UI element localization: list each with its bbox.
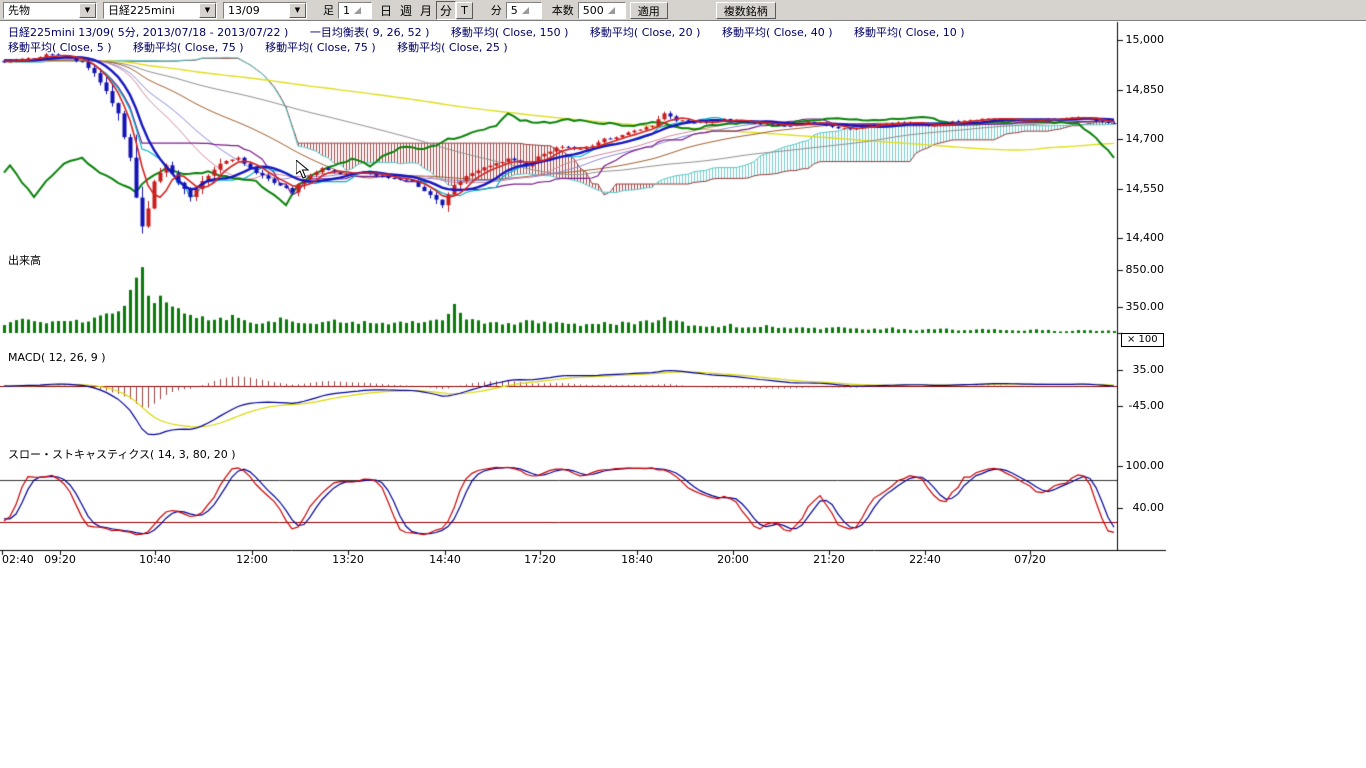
chevron-down-icon[interactable]: ▼ — [199, 2, 216, 18]
contract-month-value: 13/09 — [228, 3, 260, 17]
macd-section-label: MACD( 12, 26, 9 ) — [8, 351, 106, 364]
ashi-label: 足 — [323, 4, 334, 17]
period-month-button[interactable]: 月 — [416, 2, 436, 19]
instrument-type-select[interactable]: 先物 ▼ — [3, 1, 97, 19]
indicator-ma10-label: 移動平均( Close, 10 ) — [854, 26, 965, 39]
contract-month-select[interactable]: 13/09 ▼ — [223, 1, 307, 19]
minute-input[interactable]: 5 — [505, 1, 542, 19]
indicator-ma75b-label: 移動平均( Close, 75 ) — [265, 41, 376, 54]
tick-chart-button[interactable]: T — [456, 1, 473, 19]
period-minute-button[interactable]: 分 — [436, 0, 457, 20]
bars-value: 500 — [582, 3, 604, 17]
indicator-ma75-label: 移動平均( Close, 75 ) — [133, 41, 244, 54]
indicator-ma150-label: 移動平均( Close, 150 ) — [450, 26, 569, 39]
apply-button[interactable]: 適用 — [629, 1, 668, 19]
spin-grip-icon[interactable] — [521, 6, 529, 14]
bars-input[interactable]: 500 — [577, 1, 626, 19]
volume-multiplier-badge: × 100 — [1121, 333, 1164, 347]
indicator-ichimoku-label: 一目均衡表( 9, 26, 52 ) — [309, 26, 430, 39]
period-week-button[interactable]: 週 — [396, 2, 416, 19]
mouse-cursor-icon — [295, 158, 310, 183]
chart-header-line1: 日経225mini 13/09( 5分, 2013/07/18 - 2013/0… — [8, 24, 983, 40]
minute-value: 5 — [510, 3, 518, 17]
chevron-down-icon[interactable]: ▼ — [79, 2, 96, 18]
instrument-type-value: 先物 — [8, 3, 30, 17]
chart-title: 日経225mini 13/09( 5分, 2013/07/18 - 2013/0… — [8, 26, 289, 39]
indicator-ma20-label: 移動平均( Close, 20 ) — [589, 26, 701, 39]
volume-section-label: 出来高 — [8, 254, 41, 267]
indicator-ma5-label: 移動平均( Close, 5 ) — [8, 41, 112, 54]
stoch-section-label: スロー・ストキャスティクス( 14, 3, 80, 20 ) — [8, 448, 236, 461]
spin-grip-icon[interactable] — [607, 6, 615, 14]
toolbar: 先物 ▼ 日経225mini ▼ 13/09 ▼ 足 1 日 週 月 分 T 分… — [0, 0, 1366, 21]
minute-label: 分 — [490, 4, 502, 17]
period-day-button[interactable]: 日 — [376, 2, 396, 19]
indicator-ma40-label: 移動平均( Close, 40 ) — [721, 26, 833, 39]
indicator-ma25-label: 移動平均( Close, 25 ) — [397, 41, 508, 54]
bars-label: 本数 — [551, 4, 574, 17]
chart-header-line2: 移動平均( Close, 5 ) 移動平均( Close, 75 ) 移動平均(… — [8, 39, 526, 55]
instrument-value: 日経225mini — [108, 3, 175, 17]
multi-symbol-button[interactable]: 複数銘柄 — [715, 1, 776, 19]
spin-grip-icon[interactable] — [354, 6, 361, 14]
ashi-value: 1 — [343, 3, 350, 17]
ashi-input[interactable]: 1 — [338, 1, 372, 19]
instrument-select[interactable]: 日経225mini ▼ — [103, 1, 217, 19]
chevron-down-icon[interactable]: ▼ — [289, 2, 306, 18]
